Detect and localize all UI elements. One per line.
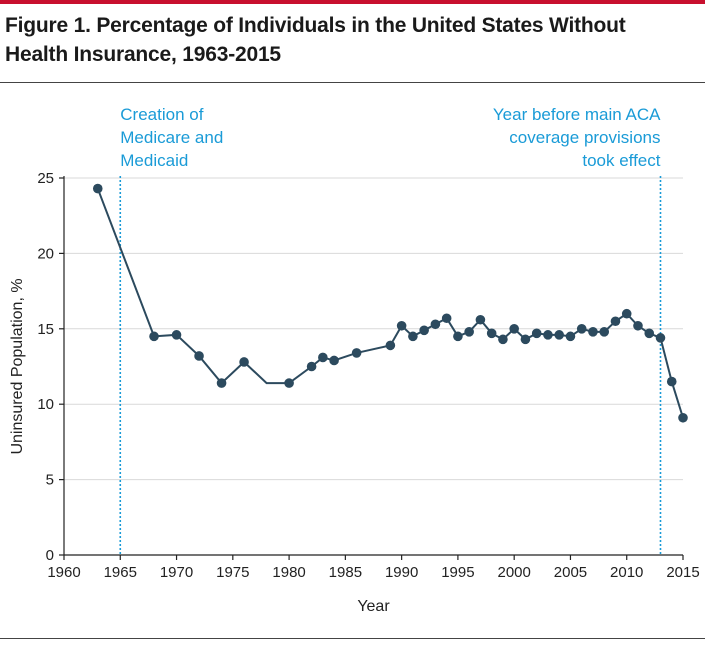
top-accent-rule	[0, 0, 705, 4]
data-point-2001	[520, 334, 531, 345]
data-point-1997	[475, 314, 486, 325]
data-point-1984	[329, 355, 339, 366]
data-point-1995	[453, 331, 463, 342]
data-point-2002	[531, 328, 542, 339]
data-point-1972	[194, 351, 204, 361]
data-point-1994	[441, 313, 452, 324]
figure-title-line-1: Figure 1. Percentage of Individuals in t…	[5, 14, 626, 37]
data-point-1974	[216, 378, 227, 388]
x-tick-label-2015: 2015	[666, 564, 699, 581]
figure-title: Figure 1. Percentage of Individuals in t…	[5, 11, 685, 69]
data-point-2008	[599, 327, 610, 337]
y-tick-label-0: 0	[46, 547, 54, 564]
bottom-divider	[0, 638, 705, 639]
data-point-1976	[239, 357, 249, 367]
y-tick-label-20: 20	[37, 245, 54, 262]
data-point-2005	[565, 331, 576, 342]
data-point-1983	[318, 352, 328, 363]
data-point-2007	[588, 327, 598, 337]
x-tick-label-1965: 1965	[104, 564, 137, 581]
y-tick-label-15: 15	[37, 321, 54, 338]
data-point-2015	[678, 412, 688, 423]
y-tick-label-5: 5	[46, 472, 54, 489]
data-point-2012	[644, 328, 655, 339]
x-tick-label-1970: 1970	[160, 564, 193, 581]
data-point-1991	[408, 331, 418, 342]
annotation-2013-line-3: took effect	[582, 151, 660, 170]
data-point-1999	[498, 334, 508, 345]
data-point-1970	[171, 330, 182, 340]
x-tick-label-1960: 1960	[47, 564, 80, 581]
x-tick-label-1975: 1975	[216, 564, 249, 581]
data-point-2011	[633, 320, 643, 331]
x-tick-label-2000: 2000	[497, 564, 530, 581]
y-tick-label-10: 10	[37, 396, 54, 413]
data-point-1982	[306, 361, 317, 372]
data-point-1996	[464, 327, 474, 337]
data-point-1989	[385, 340, 396, 351]
series-line	[96, 188, 684, 419]
data-point-2013	[655, 333, 666, 343]
data-point-1986	[351, 348, 362, 358]
data-point-2014	[666, 376, 677, 387]
data-point-1992	[419, 325, 429, 336]
annotation-1965-line-3: Medicaid	[120, 151, 188, 170]
data-point-2003	[543, 330, 553, 340]
figure-title-line-2: Health Insurance, 1963-2015	[5, 43, 281, 66]
data-point-1993	[430, 319, 441, 330]
x-tick-label-2010: 2010	[610, 564, 643, 581]
data-point-2006	[576, 324, 587, 334]
x-tick-label-1995: 1995	[441, 564, 474, 581]
x-tick-label-1980: 1980	[272, 564, 305, 581]
data-point-2000	[509, 324, 519, 334]
data-point-1980	[284, 378, 294, 388]
data-point-2009	[610, 316, 621, 327]
x-tick-label-1990: 1990	[385, 564, 418, 581]
data-point-2010	[621, 308, 632, 319]
x-tick-label-2005: 2005	[554, 564, 587, 581]
data-point-1963	[92, 183, 103, 194]
y-axis-title: Uninsured Population, %	[9, 278, 26, 454]
data-point-1998	[486, 328, 497, 339]
annotation-2013-line-1: Year before main ACA	[493, 105, 661, 124]
annotation-1965-line-1: Creation of	[120, 105, 203, 124]
title-divider	[0, 82, 705, 83]
annotation-1965-line-2: Medicare and	[120, 128, 223, 147]
data-point-1990	[396, 320, 407, 331]
annotation-2013-line-2: coverage provisions	[509, 128, 660, 147]
data-point-2004	[554, 330, 564, 340]
y-tick-label-25: 25	[37, 170, 54, 187]
x-axis-title: Year	[357, 598, 390, 615]
x-tick-label-1985: 1985	[329, 564, 362, 581]
data-point-1968	[149, 331, 159, 342]
